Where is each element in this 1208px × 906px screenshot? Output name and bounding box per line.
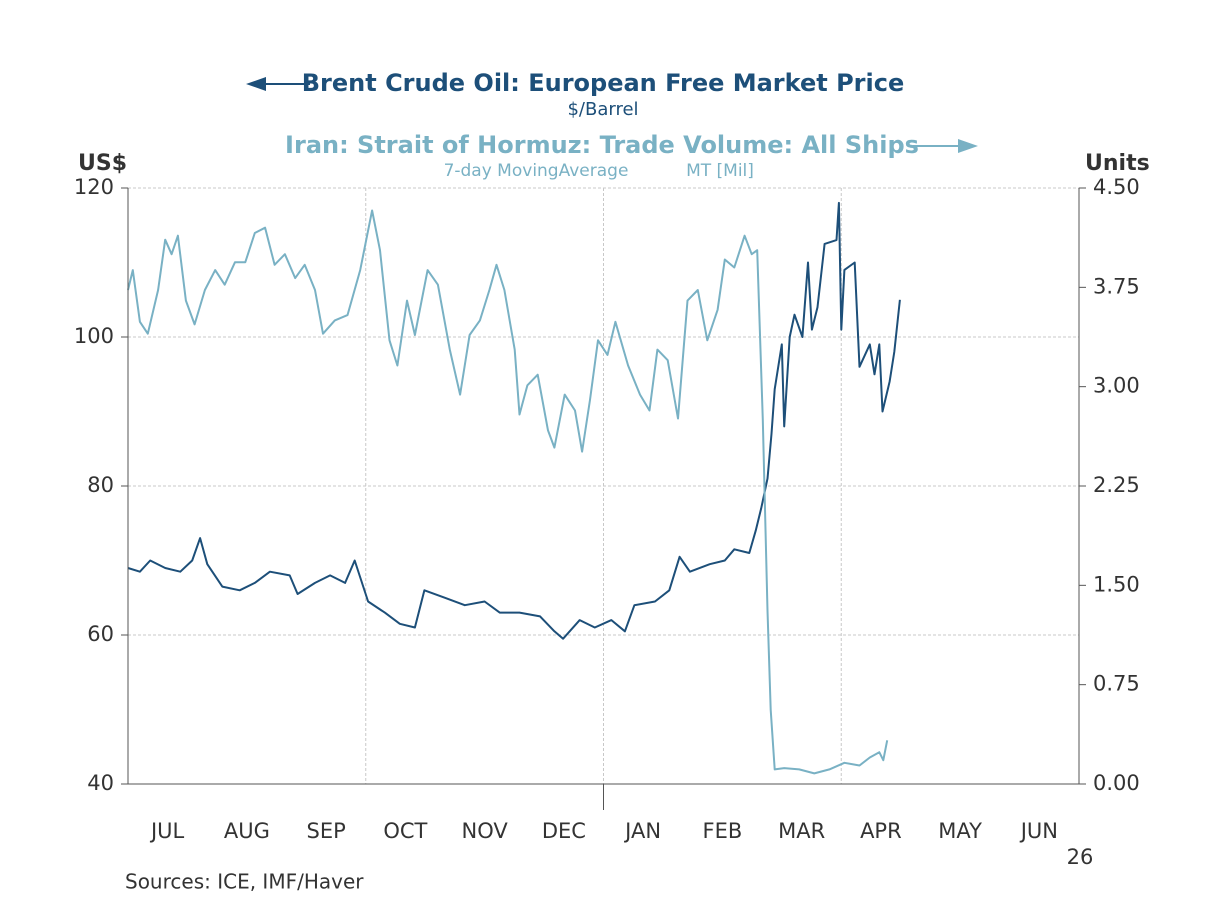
y-tick-label: 120 <box>74 175 114 199</box>
grid <box>128 187 1079 784</box>
chart-subtitle: $/Barrel <box>567 99 638 120</box>
y-tick-label: 60 <box>87 622 114 646</box>
series-line <box>127 209 889 775</box>
x-tick-label: OCT <box>383 819 427 843</box>
plot <box>127 201 901 775</box>
y2-tick-label: 3.00 <box>1093 374 1140 398</box>
y2-tick-label: 0.75 <box>1093 672 1140 696</box>
legend-arrow-right <box>913 139 978 153</box>
x-tick-label: DEC <box>542 819 586 843</box>
series2-subtitle: 7-day MovingAverage <box>444 161 629 181</box>
x-tick-label: JAN <box>623 819 661 843</box>
chart-title: Brent Crude Oil: European Free Market Pr… <box>302 69 904 97</box>
x-tick-label: JUL <box>149 819 185 843</box>
y2-tick-label: 0.00 <box>1093 771 1140 795</box>
axes: 40 60 80 100 120 0.00 0.75 1.50 2.25 3.00 3.75 4.50… <box>74 175 1140 843</box>
y-axis-label: US$ <box>78 151 127 176</box>
series2-title: Iran: Strait of Hormuz: Trade Volume: Al… <box>285 131 919 159</box>
y2-axis-label: Units <box>1085 151 1150 176</box>
source: Sources: ICE, IMF/Haver <box>125 870 364 894</box>
x-tick-label: MAY <box>938 819 982 843</box>
y2-tick-label: 2.25 <box>1093 473 1140 497</box>
x-tick-label: SEP <box>306 819 345 843</box>
y2-tick-label: 3.75 <box>1093 274 1140 298</box>
legend-arrow-left <box>246 77 310 91</box>
year-label: 26 <box>1067 845 1094 869</box>
x-tick-label: MAR <box>778 819 825 843</box>
series2-unit: MT [Mil] <box>686 161 754 181</box>
series-line <box>127 201 901 640</box>
y-tick-label: 100 <box>74 324 114 348</box>
x-tick-label: JUN <box>1019 819 1058 843</box>
y2-tick-label: 1.50 <box>1093 572 1140 596</box>
x-tick-label: FEB <box>702 819 742 843</box>
y2-tick-label: 4.50 <box>1093 175 1140 199</box>
x-tick-label: APR <box>860 819 902 843</box>
x-tick-label: AUG <box>224 819 270 843</box>
y-tick-label: 80 <box>87 473 114 497</box>
x-tick-label: NOV <box>462 819 509 843</box>
y-tick-label: 40 <box>87 771 114 795</box>
